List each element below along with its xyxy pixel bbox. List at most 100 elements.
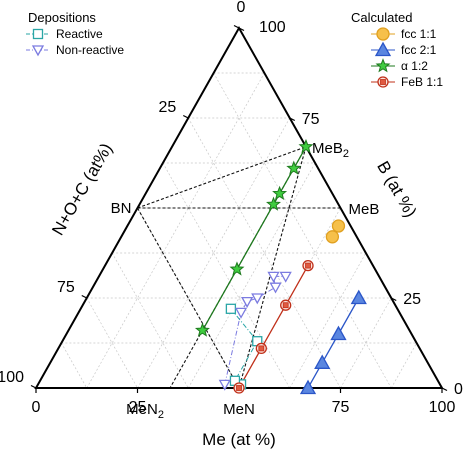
bottom-tick-label: 25 [129, 399, 147, 416]
point-nonreactive [218, 379, 231, 391]
legend-entry-label: Reactive [56, 27, 103, 41]
series-line-feb11 [238, 265, 309, 389]
point-feb11 [255, 342, 267, 355]
point-nonreactive-shape [251, 293, 264, 305]
legend-entry-label: fcc 1:1 [401, 27, 437, 41]
bottom-tick-label: 75 [332, 399, 350, 416]
point-alpha12 [266, 196, 281, 211]
right-tick [441, 387, 448, 392]
point-alpha12 [298, 138, 314, 154]
composition-label: BN [111, 200, 132, 217]
point-fcc21-shape [314, 354, 331, 369]
point-fcc21 [330, 325, 347, 341]
composition-label-text: BN [111, 200, 132, 217]
legend-marker-nonreactive-shape [31, 45, 45, 57]
point-nonreactive [241, 296, 254, 308]
grid-layer [61, 72, 417, 389]
legend-depositions: Depositions Reactive Non-reactive [26, 10, 124, 57]
composition-label: MeN [223, 401, 255, 418]
series-line-alpha12 [201, 146, 307, 331]
tie-line [137, 207, 240, 389]
point-feb11-inner [258, 345, 265, 352]
left-tick [233, 24, 240, 29]
composition-label: MeB [349, 201, 380, 218]
point-reactive-shape [225, 303, 237, 314]
composition-label-text: MeN [223, 401, 255, 418]
legend-entry-label: FeB 1:1 [401, 75, 443, 89]
legend-entry-label: Non-reactive [56, 43, 124, 57]
point-nonreactive-shape [269, 282, 282, 294]
legend-marker-fcc21 [374, 41, 392, 57]
composition-label-text: MeN [126, 401, 158, 418]
legend-marker-nonreactive [31, 45, 45, 57]
point-alpha12-shape [229, 261, 245, 276]
legend-layer: Depositions Reactive Non-reactive Calculate… [26, 10, 443, 89]
point-alpha12-shape [194, 322, 210, 337]
left-tick-label: 100 [0, 369, 24, 386]
right-tick [390, 297, 397, 302]
point-fcc21 [314, 354, 331, 369]
point-fcc11 [325, 230, 340, 244]
point-feb11 [280, 299, 292, 311]
grid-line [162, 162, 291, 389]
point-alpha12 [272, 185, 288, 200]
legend-entry-label: fcc 2:1 [401, 43, 437, 57]
point-alpha12-shape [266, 196, 281, 211]
point-nonreactive [279, 271, 292, 283]
point-fcc11 [331, 219, 346, 233]
composition-label: MeN2 [126, 401, 164, 421]
right-tick-label: 75 [302, 111, 320, 128]
point-fcc21-shape [350, 289, 367, 305]
bottom-tick-label: 0 [32, 399, 41, 416]
right-tick-label: 100 [259, 19, 286, 36]
legend-marker-feb11-inner [380, 79, 386, 85]
right-tick-label: 0 [454, 381, 463, 398]
point-nonreactive [234, 307, 248, 319]
grid-line [61, 342, 88, 389]
legend-entry-label: α 1:2 [401, 59, 428, 73]
right-tick [289, 117, 296, 122]
grid-line [213, 72, 392, 389]
grid-line [86, 297, 138, 389]
point-fcc21 [299, 379, 317, 395]
composition-label-text: MeB [349, 201, 380, 218]
right-axis-title: B (at %) [373, 158, 420, 221]
legend-marker-fcc21-shape [374, 41, 392, 57]
grid-line [289, 252, 367, 389]
grid-line [111, 252, 189, 389]
point-fcc11-shape [325, 230, 340, 244]
point-alpha12-shape [286, 160, 302, 175]
point-alpha12 [229, 261, 245, 276]
legend-marker-fcc11-shape [376, 27, 390, 41]
grid-line [390, 342, 417, 389]
point-alpha12-shape [272, 185, 288, 200]
point-alpha12-shape [298, 138, 314, 154]
right-tick-label: 25 [403, 291, 421, 308]
left-axis-title: N+O+C (at%) [48, 140, 116, 239]
point-fcc21-shape [299, 379, 317, 395]
point-nonreactive-shape [234, 307, 248, 319]
point-nonreactive-shape [241, 296, 254, 308]
point-feb11 [302, 259, 314, 272]
grid-line [238, 207, 341, 389]
point-alpha12 [286, 160, 302, 175]
left-tick [30, 384, 37, 389]
point-feb11 [233, 382, 245, 394]
point-fcc21-shape [330, 325, 347, 341]
legend-marker-alpha12 [375, 58, 391, 73]
left-tick-label: 25 [158, 99, 176, 116]
grid-line [187, 162, 316, 389]
point-nonreactive-shape [218, 379, 231, 391]
point-nonreactive-shape [267, 271, 280, 283]
legend-marker-reactive-shape [32, 28, 44, 40]
point-nonreactive [267, 271, 280, 283]
point-fcc11-shape [331, 219, 346, 233]
point-feb11-inner [236, 385, 242, 391]
legend-marker-fcc11 [376, 27, 390, 41]
composition-label-subscript: 2 [343, 148, 349, 160]
legend-title: Calculated [351, 10, 412, 25]
legend-marker-alpha12-shape [375, 58, 391, 73]
